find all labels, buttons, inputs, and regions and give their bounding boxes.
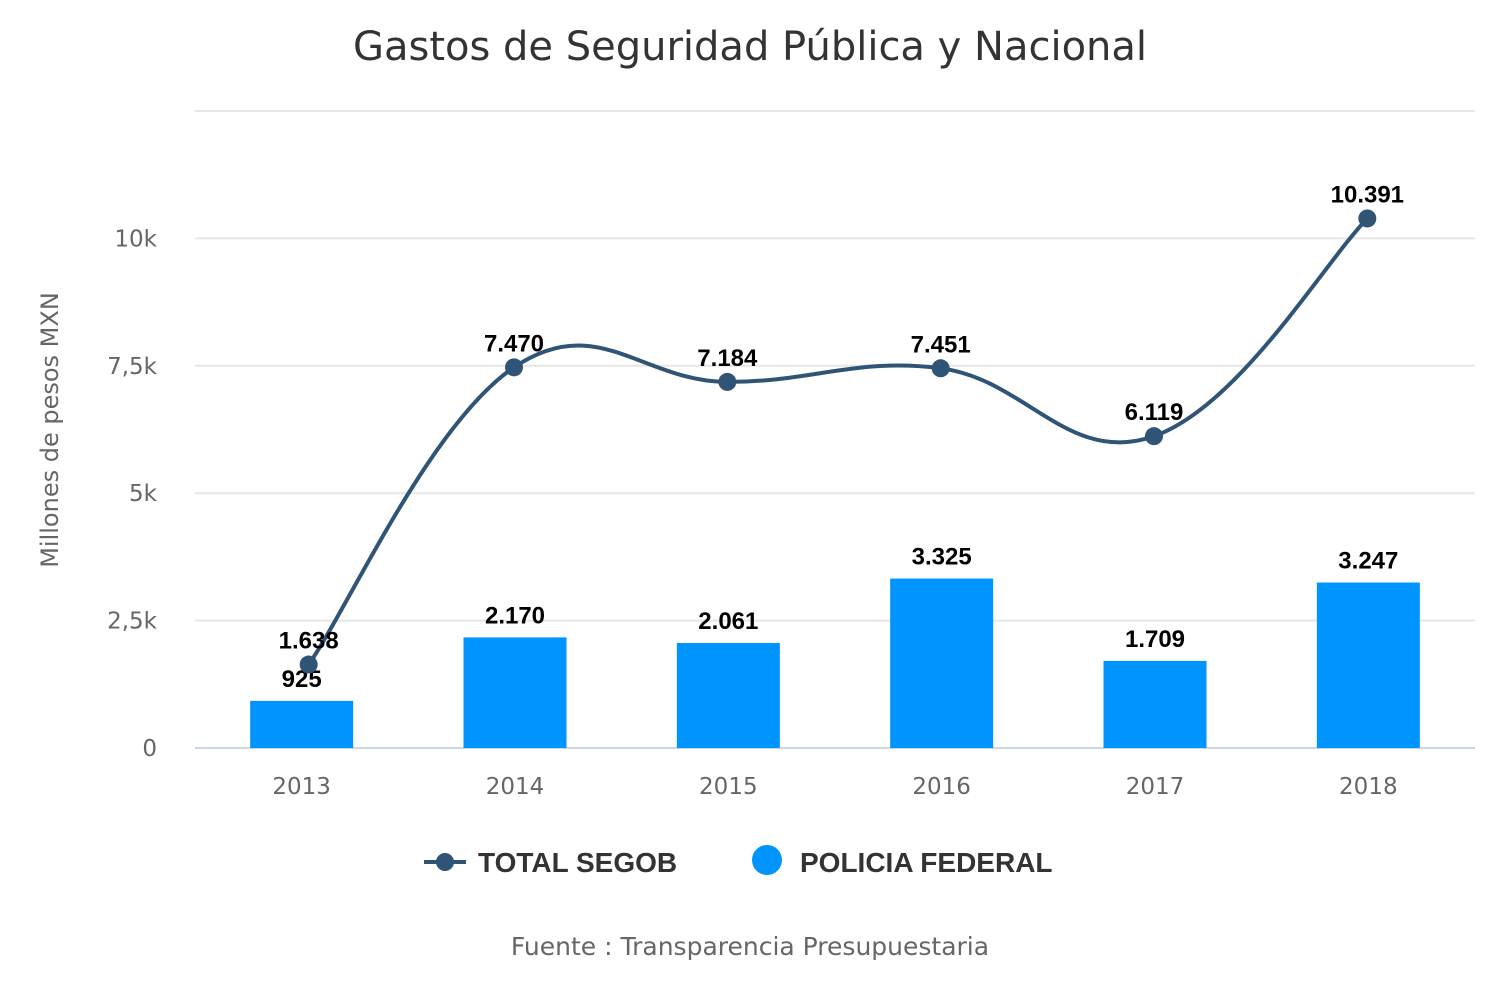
line-point[interactable] xyxy=(1145,427,1163,446)
credit-source: Fuente : Transparencia Presupuestaria xyxy=(511,932,989,961)
legend-item-total-segob[interactable]: TOTAL SEGOB xyxy=(424,847,677,878)
y-tick-label: 5k xyxy=(129,481,158,507)
y-tick-label: 7,5k xyxy=(107,354,158,380)
x-tick-label: 2017 xyxy=(1126,774,1185,800)
y-tick-label: 0 xyxy=(142,736,157,762)
legend-dot-marker-icon xyxy=(436,853,454,871)
y-tick-label: 10k xyxy=(114,226,157,252)
line-data-label: 7.470 xyxy=(484,330,544,357)
series-line xyxy=(307,217,1369,666)
bar-data-label: 1.709 xyxy=(1125,626,1185,653)
x-tick-label: 2014 xyxy=(486,774,545,800)
line-data-label: 1.638 xyxy=(279,628,339,655)
total-segob-series: 1.638 7.470 7.184 7.451 6.119 10.391 xyxy=(279,181,1404,674)
line-point[interactable] xyxy=(299,655,318,674)
line-point[interactable] xyxy=(1358,209,1377,228)
line-point[interactable] xyxy=(718,372,737,391)
legend-item-policia-federal[interactable]: POLICIA FEDERAL xyxy=(752,845,1053,878)
bar[interactable] xyxy=(250,700,354,748)
bar-data-label: 3.325 xyxy=(912,544,972,571)
bar[interactable] xyxy=(463,637,567,748)
grid-lines xyxy=(195,110,1475,749)
legend-circle-marker-icon xyxy=(752,845,782,875)
bar[interactable] xyxy=(676,642,780,748)
line-data-label: 6.119 xyxy=(1125,399,1184,426)
line-point[interactable] xyxy=(931,359,950,378)
y-axis-label: Millones de pesos MXN xyxy=(36,292,64,568)
line-data-label: 7.184 xyxy=(697,345,758,372)
bar-data-label: 3.247 xyxy=(1338,548,1398,575)
bar-data-label: 2.061 xyxy=(698,608,758,635)
legend: TOTAL SEGOB POLICIA FEDERAL xyxy=(424,845,1053,878)
x-tick-label: 2016 xyxy=(912,774,971,800)
line-data-label: 7.451 xyxy=(911,331,971,358)
bar[interactable] xyxy=(1103,660,1207,748)
x-axis-ticks: 2013 2014 2015 2016 2017 2018 xyxy=(272,774,1397,800)
bar[interactable] xyxy=(890,578,994,748)
x-tick-label: 2013 xyxy=(272,774,331,800)
bar-data-label: 2.170 xyxy=(485,602,545,629)
x-tick-label: 2018 xyxy=(1339,774,1398,800)
line-data-label: 10.391 xyxy=(1331,181,1404,208)
line-point[interactable] xyxy=(505,358,523,377)
legend-label-total-segob: TOTAL SEGOB xyxy=(478,847,677,878)
legend-label-policia-federal: POLICIA FEDERAL xyxy=(800,847,1053,878)
y-axis-ticks: 0 2,5k 5k 7,5k 10k xyxy=(107,226,158,762)
y-tick-label: 2,5k xyxy=(107,609,158,635)
x-tick-label: 2015 xyxy=(699,774,758,800)
chart-title: Gastos de Seguridad Pública y Nacional xyxy=(353,24,1147,70)
bar[interactable] xyxy=(1316,582,1420,748)
